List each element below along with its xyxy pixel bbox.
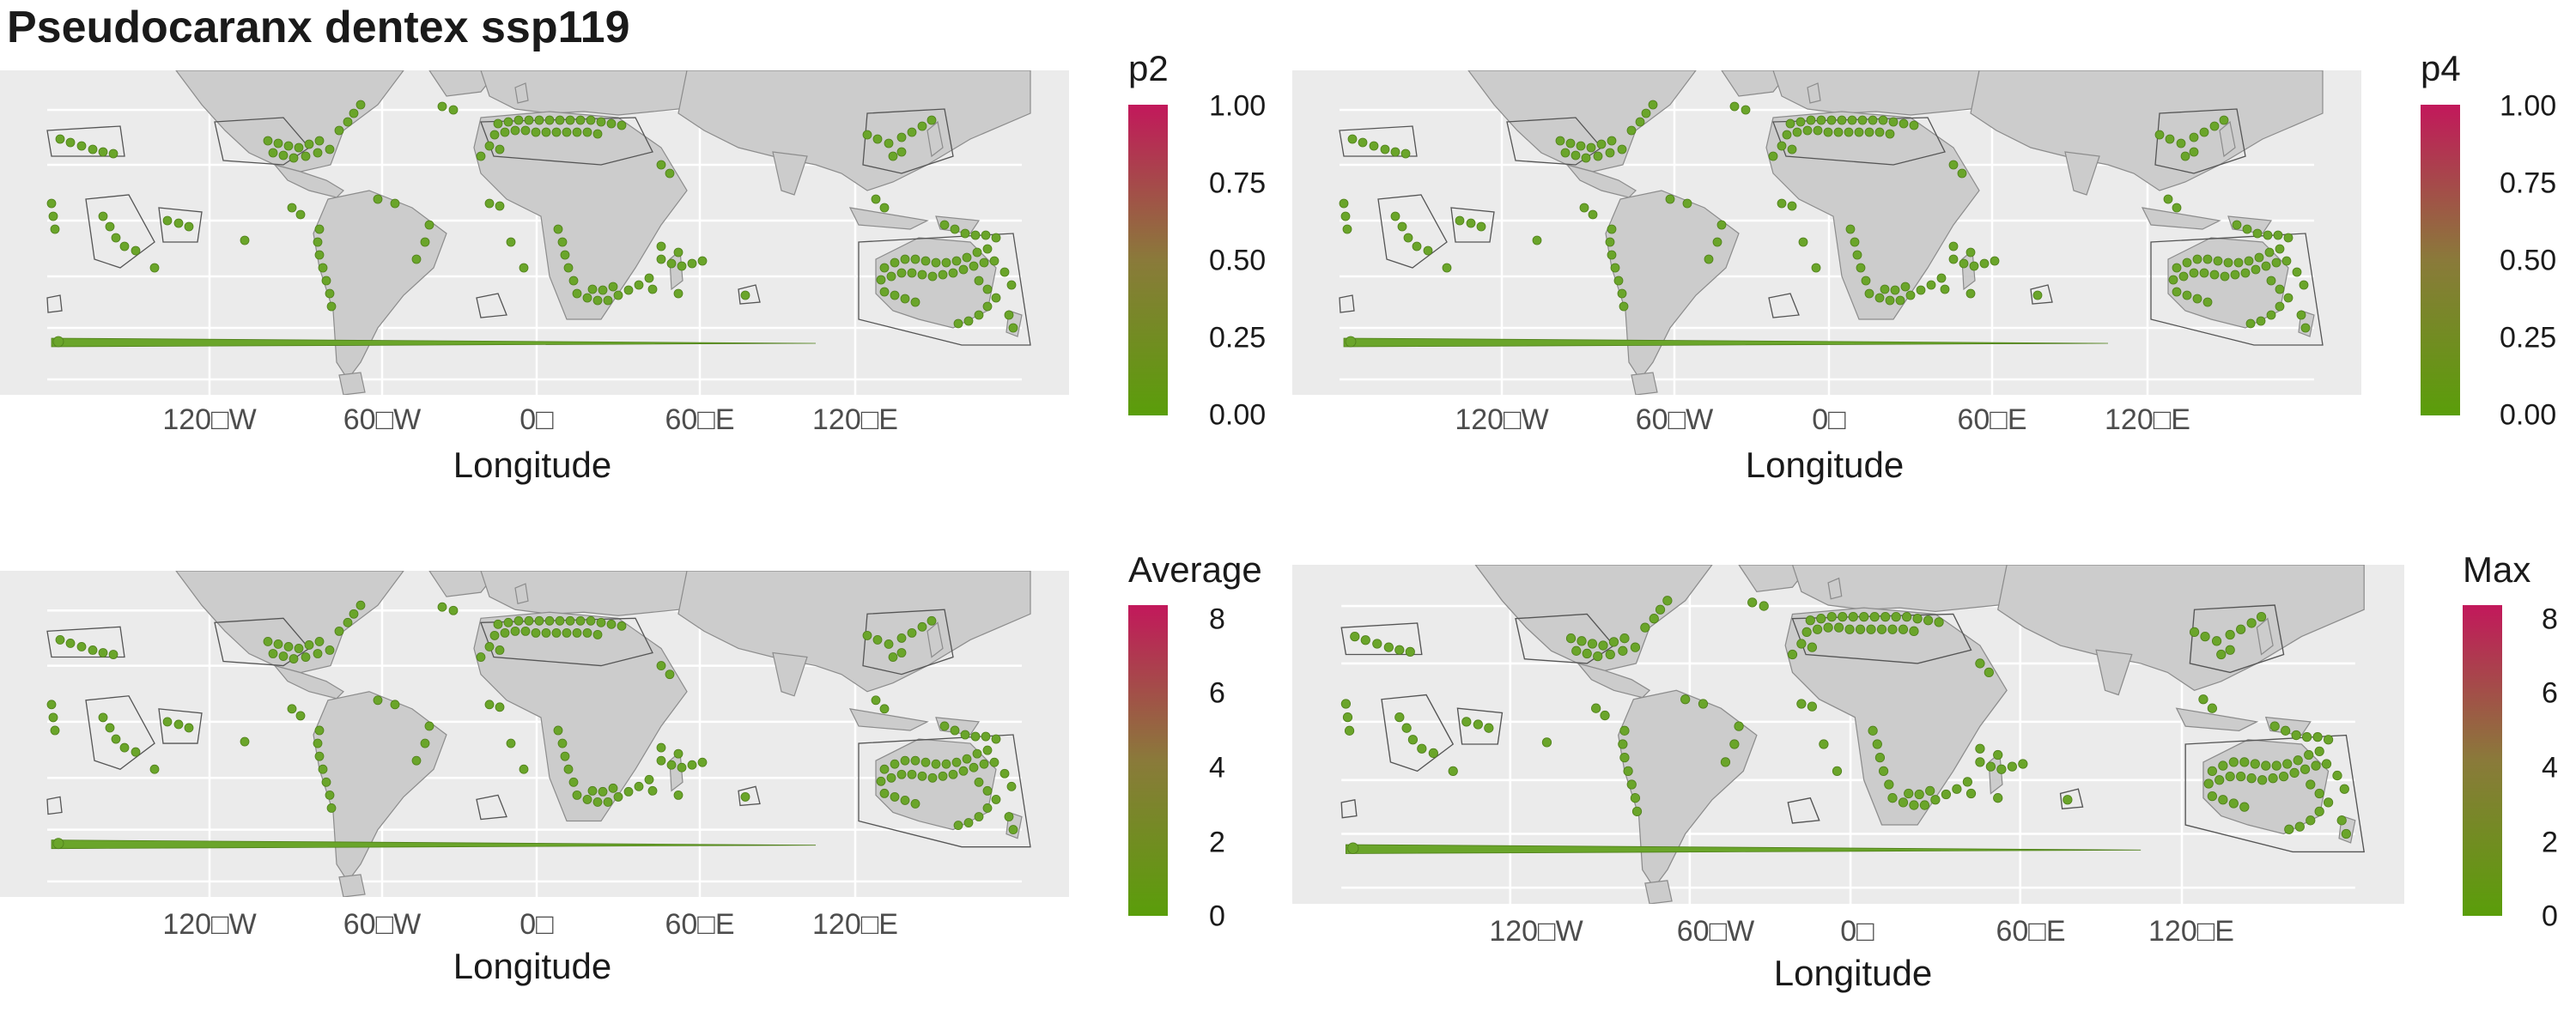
x-tick: 120□W — [1455, 403, 1549, 436]
x-tick: 60□E — [665, 403, 735, 436]
x-axis-label: Longitude — [1745, 445, 1905, 485]
legend-tick: 8 — [1209, 603, 1225, 636]
x-tick: 120□E — [812, 403, 898, 436]
legend-colorbar — [1128, 605, 1168, 916]
x-tick: 120□W — [162, 908, 257, 941]
legend-tick: 6 — [1209, 676, 1225, 710]
legend-tick: 0.75 — [1209, 167, 1267, 200]
legend-title: Max — [2463, 549, 2531, 590]
legend-tick: 0.50 — [1209, 244, 1267, 277]
x-axis-label: Longitude — [453, 946, 612, 986]
legend-tick: 0.25 — [1209, 321, 1267, 354]
x-tick: 60□W — [343, 908, 422, 941]
figure-title: Pseudocaranx dentex ssp119 — [7, 3, 630, 52]
legend-colorbar — [2463, 605, 2502, 916]
x-tick: 0□ — [1812, 403, 1846, 436]
x-axis-label: Longitude — [453, 445, 612, 485]
legend-tick: 2 — [1209, 826, 1225, 859]
x-tick: 0□ — [1840, 915, 1874, 948]
legend-title: p4 — [2421, 48, 2461, 88]
legend-tick: 0.00 — [1209, 398, 1267, 432]
legend-tick: 0 — [1209, 900, 1225, 933]
legend-tick: 0.00 — [2500, 398, 2557, 432]
legend-colorbar — [1128, 105, 1168, 415]
legend-colorbar — [2421, 105, 2460, 415]
legend-title: Average — [1128, 549, 1262, 590]
legend-tick: 0.75 — [2500, 167, 2557, 200]
legend-tick: 0 — [2542, 900, 2558, 933]
legend-tick: 0.50 — [2500, 244, 2557, 277]
map-plot-area — [1292, 70, 2361, 395]
legend-tick: 8 — [2542, 603, 2558, 636]
world-map — [1338, 70, 2324, 395]
x-tick: 120□W — [162, 403, 257, 436]
world-map — [46, 571, 1032, 897]
x-tick: 120□E — [2148, 915, 2234, 948]
x-tick: 0□ — [519, 403, 554, 436]
map-plot-area — [0, 571, 1069, 897]
x-tick: 60□E — [1996, 915, 2066, 948]
x-axis-label: Longitude — [1773, 953, 1933, 993]
x-tick: 120□E — [2105, 403, 2190, 436]
world-map — [46, 70, 1032, 395]
x-tick: 120□E — [812, 908, 898, 941]
x-tick: 60□E — [665, 908, 735, 941]
x-tick: 120□W — [1489, 915, 1583, 948]
x-tick: 60□W — [343, 403, 422, 436]
map-plot-area — [0, 70, 1069, 395]
legend-tick: 6 — [2542, 676, 2558, 710]
x-tick: 60□W — [1635, 403, 1714, 436]
world-map — [1340, 565, 2366, 904]
legend-tick: 4 — [1209, 751, 1225, 785]
x-tick: 60□W — [1676, 915, 1755, 948]
map-plot-area — [1292, 565, 2404, 904]
x-tick: 0□ — [519, 908, 554, 941]
legend-tick: 1.00 — [2500, 89, 2557, 123]
legend-title: p2 — [1128, 48, 1169, 88]
legend-tick: 0.25 — [2500, 321, 2557, 354]
x-tick: 60□E — [1957, 403, 2027, 436]
legend-tick: 4 — [2542, 751, 2558, 785]
legend-tick: 1.00 — [1209, 89, 1267, 123]
legend-tick: 2 — [2542, 826, 2558, 859]
